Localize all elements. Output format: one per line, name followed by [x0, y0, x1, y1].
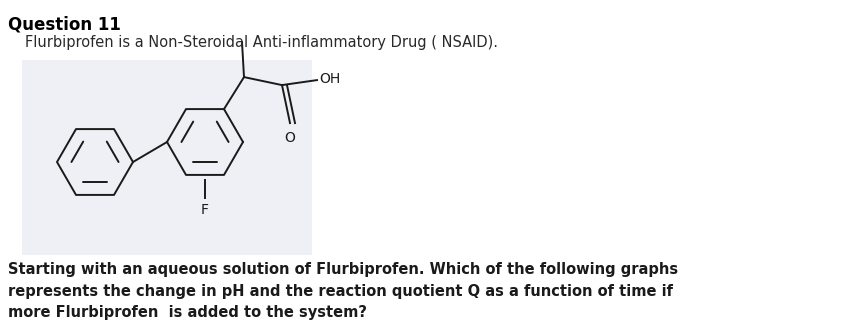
FancyBboxPatch shape	[22, 60, 311, 255]
Text: O: O	[284, 131, 295, 145]
Text: Starting with an aqueous solution of Flurbiprofen. Which of the following graphs: Starting with an aqueous solution of Flu…	[8, 262, 678, 320]
Text: Question 11: Question 11	[8, 15, 121, 33]
Text: OH: OH	[319, 72, 340, 86]
Text: F: F	[201, 203, 208, 217]
Text: Flurbiprofen is a Non-Steroidal Anti-inflammatory Drug ( NSAID).: Flurbiprofen is a Non-Steroidal Anti-inf…	[25, 35, 497, 50]
